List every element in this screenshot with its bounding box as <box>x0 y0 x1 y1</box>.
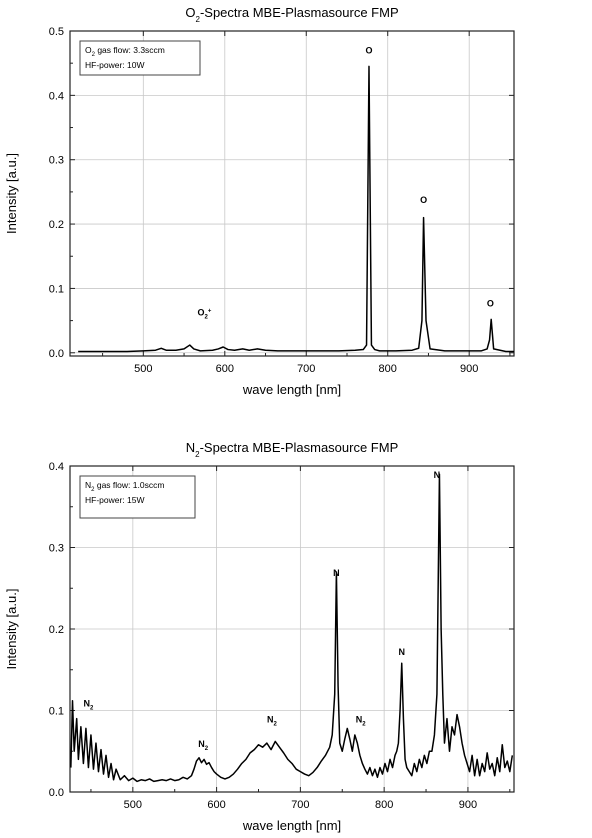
series-line <box>78 65 514 353</box>
y-tick-label: 0.5 <box>49 26 64 38</box>
title-species: N <box>186 440 195 455</box>
annotation-superscript: + <box>208 308 212 314</box>
y-tick-label: 0.2 <box>49 624 64 636</box>
title-text: -Spectra MBE-Plasmasource FMP <box>200 5 399 20</box>
legend-text-main: HF-power: 10W <box>85 60 145 70</box>
peak-annotation: O <box>420 195 427 205</box>
annotation-subscript: 2 <box>205 746 209 752</box>
x-tick-label: 800 <box>375 799 393 811</box>
annotation-species: N <box>198 739 205 749</box>
plot-frame <box>69 30 515 357</box>
annotation-subscript: 2 <box>362 722 366 728</box>
annotation-species: N <box>84 698 91 708</box>
y-tick-label: 0.1 <box>49 283 64 295</box>
annotation-species: N <box>333 568 340 578</box>
peak-annotation: O2+ <box>197 307 211 320</box>
peak-annotation: O <box>487 298 494 308</box>
chart-title: N2-Spectra MBE-Plasmasource FMP <box>186 440 399 459</box>
legend-line: HF-power: 10W <box>85 60 145 70</box>
x-axis-label: wave length [nm] <box>242 818 341 833</box>
legend-line: HF-power: 15W <box>85 495 145 505</box>
chart-title: O2-Spectra MBE-Plasmasource FMP <box>185 5 398 24</box>
y-tick-label: 0.2 <box>49 219 64 231</box>
peak-annotation: N2 <box>267 715 278 728</box>
x-tick-label: 800 <box>379 363 397 375</box>
annotation-species: N <box>434 470 441 480</box>
peak-annotation: N2 <box>356 715 367 728</box>
legend-line: N2 gas flow: 1.0sccm <box>85 480 164 493</box>
legend-text-main: N <box>85 480 91 490</box>
peak-annotation: N <box>398 647 405 657</box>
y-tick-label: 0.0 <box>49 348 64 360</box>
title-text: -Spectra MBE-Plasmasource FMP <box>200 440 399 455</box>
o2-spectrum-chart: 500 600 700 800 9000.00.10.20.30.40.5O2-Spec… <box>4 5 515 397</box>
y-axis-label: Intensity [a.u.] <box>4 589 19 670</box>
title-subscript: 2 <box>195 450 200 459</box>
x-tick-label: 600 <box>216 363 234 375</box>
legend-text-main: O <box>85 45 92 55</box>
peak-annotation: N2 <box>198 739 209 752</box>
legend-text-rest: gas flow: 1.0sccm <box>94 480 164 490</box>
series-line <box>70 473 514 783</box>
annotation-species: N <box>398 647 405 657</box>
y-tick-label: 0.4 <box>49 461 64 473</box>
annotation-species: N <box>267 715 274 725</box>
legend: O2 gas flow: 3.3sccm HF-power: 10W <box>79 40 201 76</box>
legend-text-rest: gas flow: 3.3sccm <box>95 45 165 55</box>
x-tick-label: 500 <box>124 799 142 811</box>
annotation-species: O <box>197 307 204 317</box>
annotation-subscript: 2 <box>90 705 94 711</box>
x-axis-label: wave length [nm] <box>242 382 341 397</box>
y-tick-label: 0.3 <box>49 543 64 555</box>
y-tick-label: 0.0 <box>49 787 64 799</box>
annotation-subscript: 2 <box>273 722 277 728</box>
peak-annotation: N2 <box>84 698 95 711</box>
title-subscript: 2 <box>196 15 201 24</box>
legend-subscript: 2 <box>92 52 96 58</box>
annotation-species: N <box>356 715 363 725</box>
annotation-species: O <box>487 298 494 308</box>
legend-subscript: 2 <box>91 487 95 493</box>
y-tick-label: 0.4 <box>49 90 64 102</box>
legend-text-main: HF-power: 15W <box>85 495 145 505</box>
plot-area <box>70 31 514 356</box>
legend-box <box>79 40 201 76</box>
peak-annotation: O <box>365 46 372 56</box>
annotation-species: O <box>420 195 427 205</box>
legend-line: O2 gas flow: 3.3sccm <box>85 45 165 58</box>
annotation-subscript: 2 <box>205 314 209 320</box>
x-tick-label: 700 <box>291 799 309 811</box>
peak-annotation: N <box>333 568 340 578</box>
x-tick-label: 600 <box>207 799 225 811</box>
y-tick-label: 0.3 <box>49 155 64 167</box>
legend-box <box>79 475 196 519</box>
legend: N2 gas flow: 1.0sccm HF-power: 15W <box>79 475 196 519</box>
y-tick-label: 0.1 <box>49 706 64 718</box>
x-tick-label: 900 <box>459 799 477 811</box>
n2-spectrum-chart: 500 600 700 800 9000.00.10.20.30.4N2-Spectra… <box>4 440 515 833</box>
title-species: O <box>185 5 195 20</box>
x-tick-label: 900 <box>460 363 478 375</box>
x-tick-label: 700 <box>297 363 315 375</box>
x-tick-label: 500 <box>134 363 152 375</box>
y-axis-label: Intensity [a.u.] <box>4 153 19 234</box>
annotation-species: O <box>365 46 372 56</box>
peak-annotation: N <box>434 470 441 480</box>
